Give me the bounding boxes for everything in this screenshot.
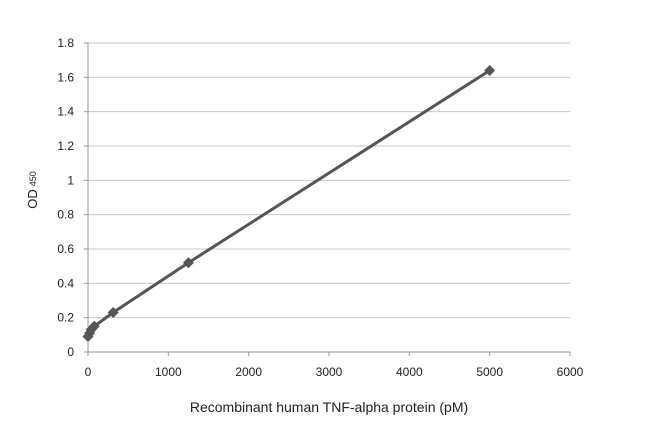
x-tick-label: 5000 — [476, 365, 503, 379]
x-tick-label: 0 — [85, 365, 92, 379]
svg-text:OD450: OD450 — [25, 171, 40, 209]
y-tick-label: 1 — [67, 173, 74, 187]
x-axis-ticks: 0 1000 2000 3000 4000 5000 6000 — [85, 352, 584, 379]
x-tick-label: 4000 — [396, 365, 423, 379]
axes — [87, 43, 570, 353]
data-point-diamond — [484, 64, 496, 76]
y-axis-label: OD450 — [25, 171, 40, 209]
gridlines — [88, 42, 570, 319]
y-tick-label: 0.4 — [57, 276, 74, 290]
x-tick-label: 6000 — [557, 365, 584, 379]
y-axis-ticks: 0 0.2 0.4 0.6 0.8 1 1.2 1.4 1.6 1.8 — [57, 36, 88, 359]
data-point-diamond — [182, 257, 194, 269]
y-tick-label: 1.4 — [57, 105, 74, 119]
data-point-diamond — [88, 320, 100, 332]
y-tick-label: 1.6 — [57, 70, 74, 84]
x-tick-label: 2000 — [235, 365, 262, 379]
x-axis-label: Recombinant human TNF-alpha protein (pM) — [190, 399, 468, 415]
y-tick-label: 0.2 — [57, 311, 74, 325]
x-tick-label: 3000 — [316, 365, 343, 379]
data-series — [82, 64, 496, 343]
x-tick-label: 1000 — [155, 365, 182, 379]
y-tick-label: 0 — [67, 345, 74, 359]
data-point-diamond — [107, 307, 119, 319]
y-tick-label: 0.6 — [57, 242, 74, 256]
y-tick-label: 1.8 — [57, 36, 74, 50]
y-tick-label: 0.8 — [57, 208, 74, 222]
y-tick-label: 1.2 — [57, 139, 74, 153]
